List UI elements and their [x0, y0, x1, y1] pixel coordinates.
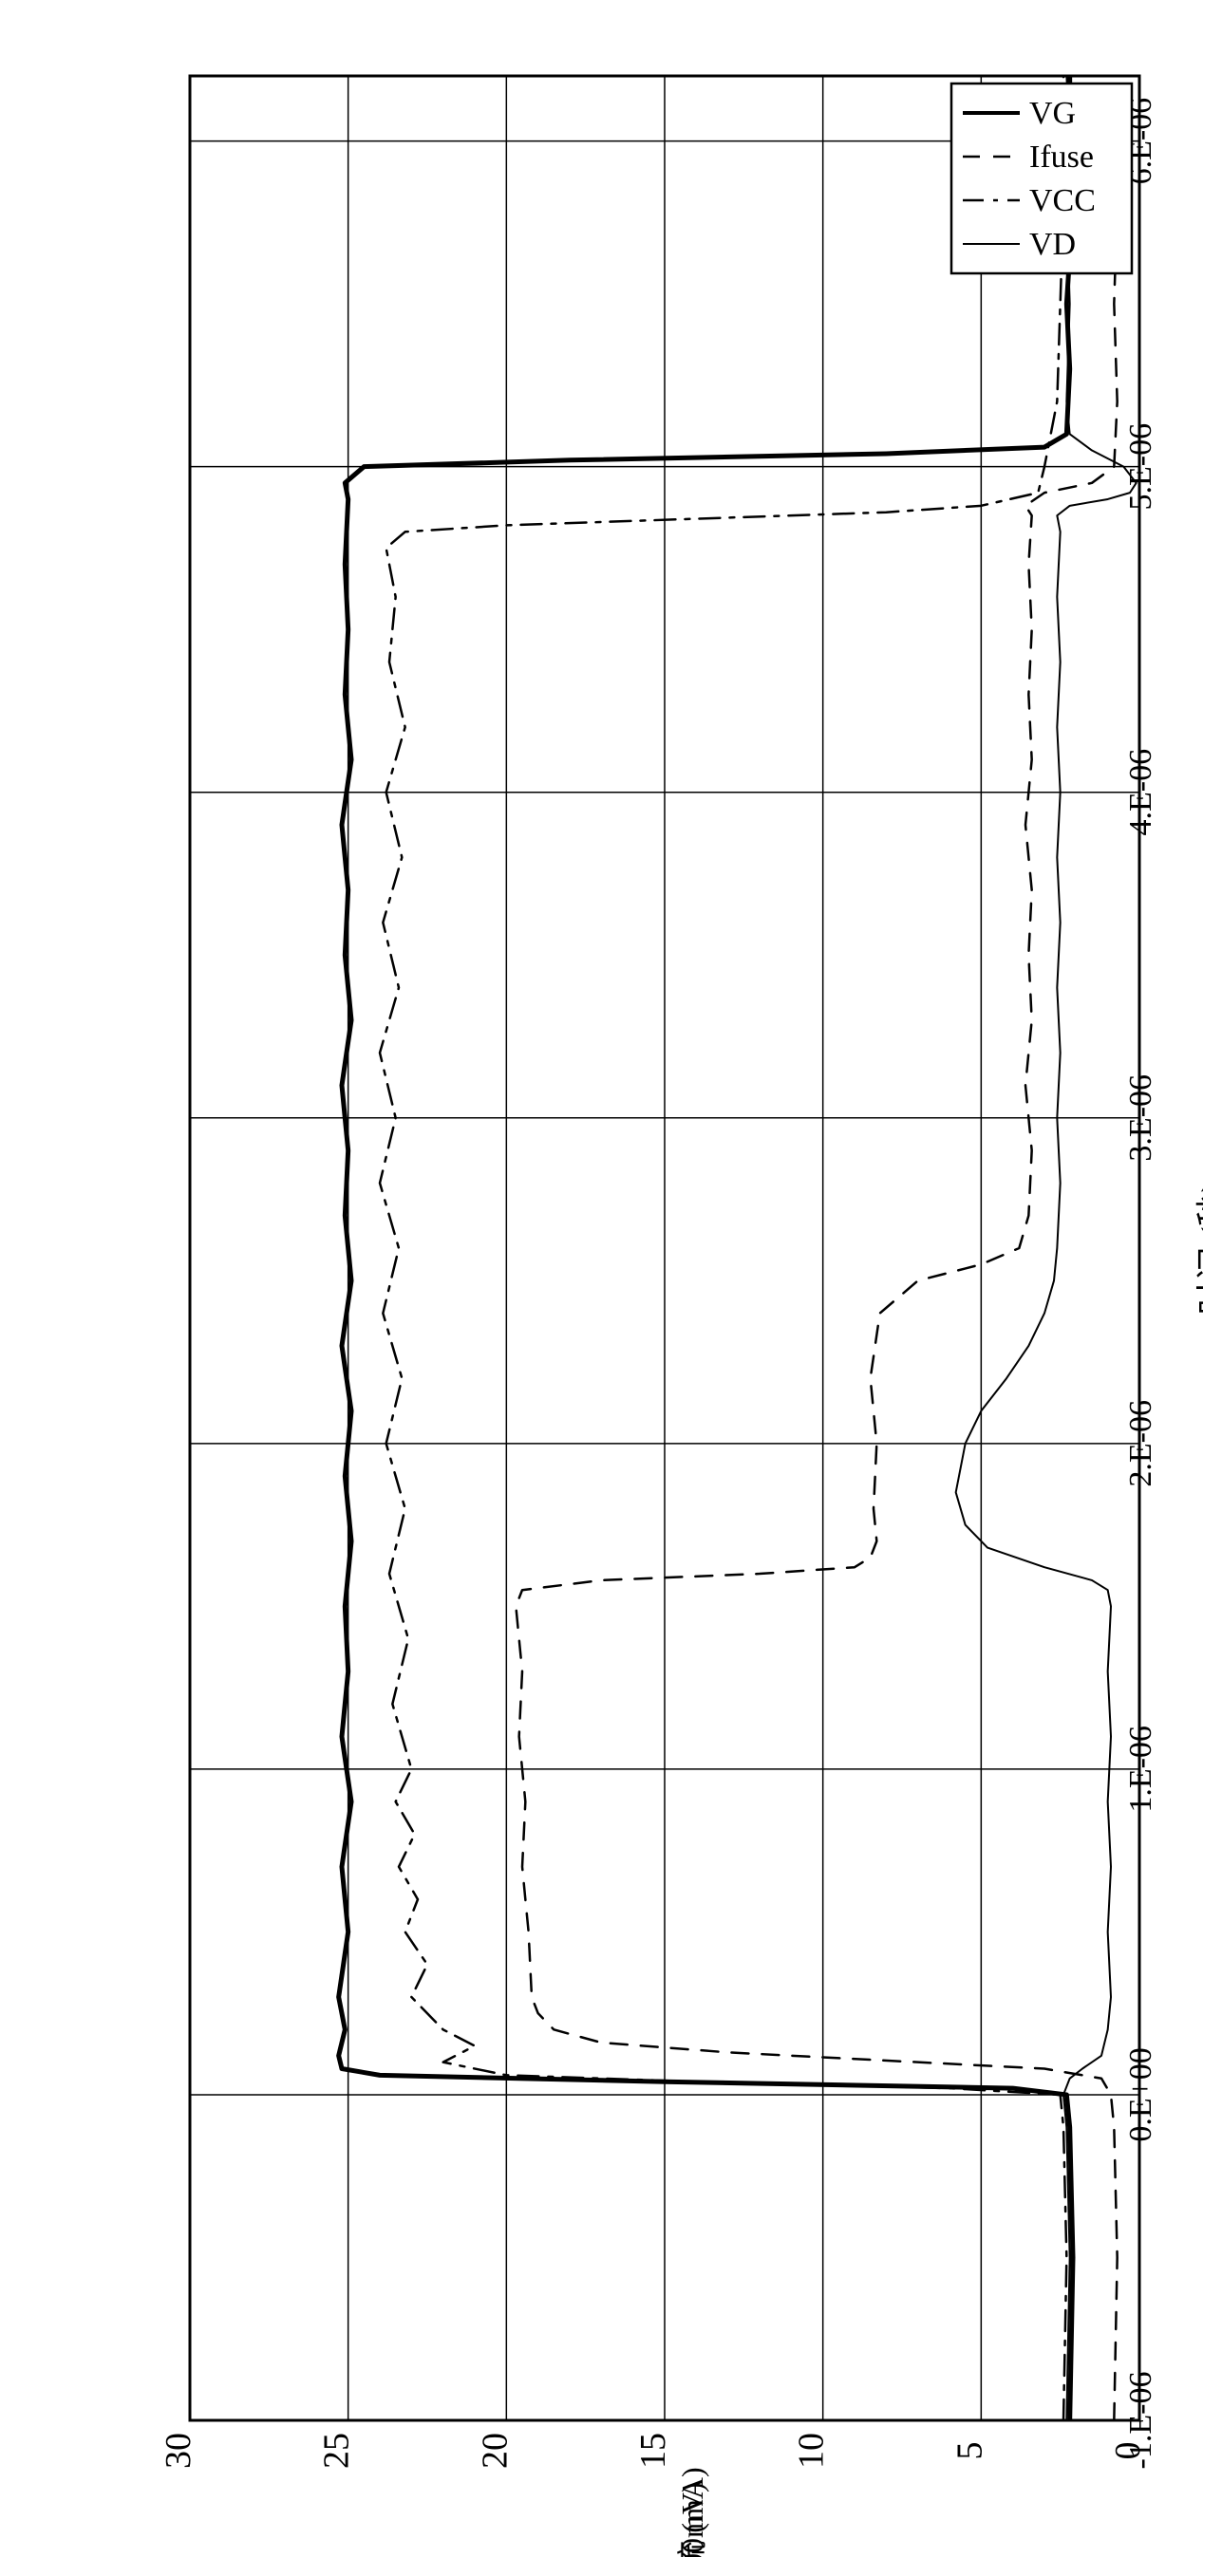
svg-text:0: 0: [1108, 2442, 1148, 2460]
svg-text:电压 (100mV): 电压 (100mV): [675, 2482, 709, 2557]
svg-text:0.E+00: 0.E+00: [1123, 2047, 1158, 2141]
svg-text:20: 20: [475, 2433, 515, 2469]
svg-text:VD: VD: [1029, 227, 1076, 262]
line-chart: -1.E-060.E+001.E-062.E-063.E-064.E-065.E…: [19, 19, 1203, 2557]
chart-container: -1.E-060.E+001.E-062.E-063.E-064.E-065.E…: [19, 19, 1203, 2557]
svg-text:5.E-06: 5.E-06: [1123, 423, 1158, 511]
svg-text:1.E-06: 1.E-06: [1123, 1726, 1158, 1813]
svg-text:3.E-06: 3.E-06: [1123, 1074, 1158, 1162]
svg-text:10: 10: [792, 2433, 832, 2469]
svg-text:VG: VG: [1029, 96, 1076, 131]
svg-text:30: 30: [159, 2433, 198, 2469]
svg-text:2.E-06: 2.E-06: [1123, 1400, 1158, 1487]
svg-text:25: 25: [317, 2433, 357, 2469]
svg-text:15: 15: [633, 2433, 673, 2469]
svg-text:VCC: VCC: [1029, 183, 1096, 218]
svg-text:4.E-06: 4.E-06: [1123, 749, 1158, 836]
svg-text:时间 (秒): 时间 (秒): [1194, 1182, 1203, 1316]
svg-text:5: 5: [949, 2442, 989, 2460]
svg-text:Ifuse: Ifuse: [1029, 140, 1094, 175]
